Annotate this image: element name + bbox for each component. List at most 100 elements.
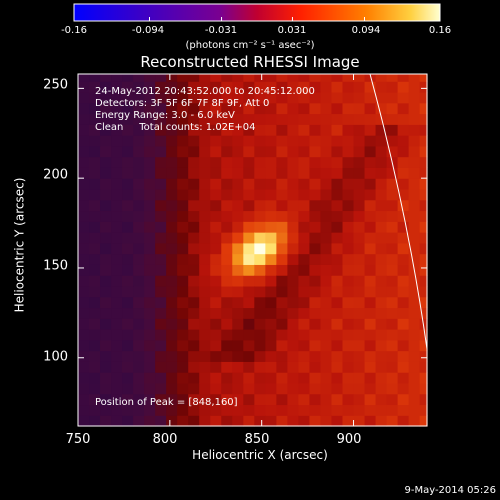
heatmap-cell bbox=[210, 242, 222, 255]
heatmap-cell bbox=[320, 113, 333, 125]
heatmap-cell bbox=[210, 253, 222, 265]
heatmap-cell bbox=[188, 102, 200, 115]
heatmap-cell bbox=[144, 318, 156, 330]
heatmap-cell bbox=[166, 318, 178, 330]
heatmap-cell bbox=[78, 350, 90, 362]
heatmap-cell bbox=[221, 232, 233, 244]
heatmap-cell bbox=[353, 102, 366, 115]
heatmap-cell bbox=[199, 74, 211, 82]
heatmap-cell bbox=[298, 275, 311, 287]
heatmap-cell bbox=[386, 124, 399, 136]
heatmap-cell bbox=[210, 81, 222, 93]
heatmap-cell bbox=[144, 307, 156, 319]
heatmap-cell bbox=[177, 285, 189, 298]
heatmap-cell bbox=[232, 285, 244, 298]
heatmap-cell bbox=[166, 242, 178, 255]
heatmap-cell bbox=[386, 372, 399, 384]
heatmap-cell bbox=[89, 124, 101, 136]
heatmap-cell bbox=[254, 221, 266, 233]
heatmap-cell bbox=[122, 264, 134, 276]
heatmap-cell bbox=[166, 382, 178, 395]
heatmap-cell bbox=[232, 81, 244, 93]
heatmap-cell bbox=[386, 102, 399, 115]
heatmap-cell bbox=[78, 339, 90, 352]
heatmap-cell bbox=[320, 339, 333, 352]
heatmap-cell bbox=[232, 167, 244, 179]
heatmap-cell bbox=[100, 393, 112, 406]
heatmap-cell bbox=[221, 178, 233, 190]
heatmap-cell bbox=[122, 393, 134, 406]
heatmap-cell bbox=[243, 135, 255, 147]
heatmap-cell bbox=[375, 135, 388, 147]
heatmap-cell bbox=[188, 296, 200, 309]
heatmap-cell bbox=[254, 124, 266, 136]
heatmap-cell bbox=[320, 253, 333, 265]
heatmap-cell bbox=[166, 81, 178, 93]
heatmap-cell bbox=[419, 372, 428, 384]
heatmap-cell bbox=[309, 102, 322, 115]
heatmap-cell bbox=[309, 350, 322, 362]
heatmap-cell bbox=[133, 372, 145, 384]
heatmap-cell bbox=[232, 404, 244, 416]
heatmap-cell bbox=[89, 372, 101, 384]
heatmap-cell bbox=[331, 253, 344, 265]
heatmap-cell bbox=[100, 178, 112, 190]
heatmap-cell bbox=[287, 113, 300, 125]
heatmap-cell bbox=[331, 296, 344, 309]
colorbar-tick-label: -0.094 bbox=[131, 25, 165, 36]
heatmap-cell bbox=[364, 296, 377, 309]
heatmap-cell bbox=[177, 350, 189, 362]
heatmap-cell bbox=[353, 81, 366, 93]
heatmap-cell bbox=[133, 145, 145, 158]
heatmap-cell bbox=[111, 285, 123, 298]
heatmap-cell bbox=[342, 113, 355, 125]
heatmap-cell bbox=[144, 91, 156, 104]
heatmap-cell bbox=[232, 372, 244, 384]
heatmap-cell bbox=[265, 361, 277, 373]
heatmap-cell bbox=[177, 318, 189, 330]
heatmap-cell bbox=[419, 188, 428, 201]
heatmap-cell bbox=[287, 81, 300, 93]
heatmap-cell bbox=[287, 199, 300, 212]
heatmap-cell bbox=[199, 135, 211, 147]
heatmap-cell bbox=[353, 275, 366, 287]
heatmap-cell bbox=[122, 242, 134, 255]
heatmap-cell bbox=[309, 178, 322, 190]
heatmap-cell bbox=[111, 221, 123, 233]
heatmap-cell bbox=[166, 339, 178, 352]
heatmap-cell bbox=[265, 91, 277, 104]
heatmap-cell bbox=[155, 415, 167, 427]
heatmap-cell bbox=[342, 382, 355, 395]
heatmap-cell bbox=[419, 178, 428, 190]
heatmap-cell bbox=[199, 350, 211, 362]
heatmap-cell bbox=[408, 350, 421, 362]
heatmap-cell bbox=[353, 372, 366, 384]
heatmap-cell bbox=[221, 253, 233, 265]
heatmap-cell bbox=[419, 350, 428, 362]
heatmap-cell bbox=[298, 113, 311, 125]
heatmap-cell bbox=[364, 339, 377, 352]
heatmap-cell bbox=[232, 296, 244, 309]
heatmap-cell bbox=[177, 91, 189, 104]
heatmap-cell bbox=[309, 415, 322, 427]
heatmap-cell bbox=[166, 102, 178, 115]
heatmap-cell bbox=[166, 91, 178, 104]
heatmap-cell bbox=[364, 318, 377, 330]
heatmap-cell bbox=[177, 221, 189, 233]
heatmap-cell bbox=[210, 329, 222, 341]
heatmap-cell bbox=[298, 253, 311, 265]
heatmap-cell bbox=[199, 188, 211, 201]
heatmap-cell bbox=[276, 221, 288, 233]
heatmap-cell bbox=[221, 285, 233, 298]
heatmap-cell bbox=[342, 253, 355, 265]
heatmap-cell bbox=[199, 253, 211, 265]
heatmap-cell bbox=[122, 350, 134, 362]
y-tick-label: 250 bbox=[43, 77, 68, 93]
heatmap-cell bbox=[287, 102, 300, 115]
x-tick-label: 850 bbox=[244, 432, 270, 447]
heatmap-cell bbox=[397, 81, 410, 93]
heatmap-cell bbox=[188, 285, 200, 298]
heatmap-cell bbox=[309, 113, 322, 125]
heatmap-cell bbox=[232, 199, 244, 212]
heatmap-cell bbox=[199, 339, 211, 352]
